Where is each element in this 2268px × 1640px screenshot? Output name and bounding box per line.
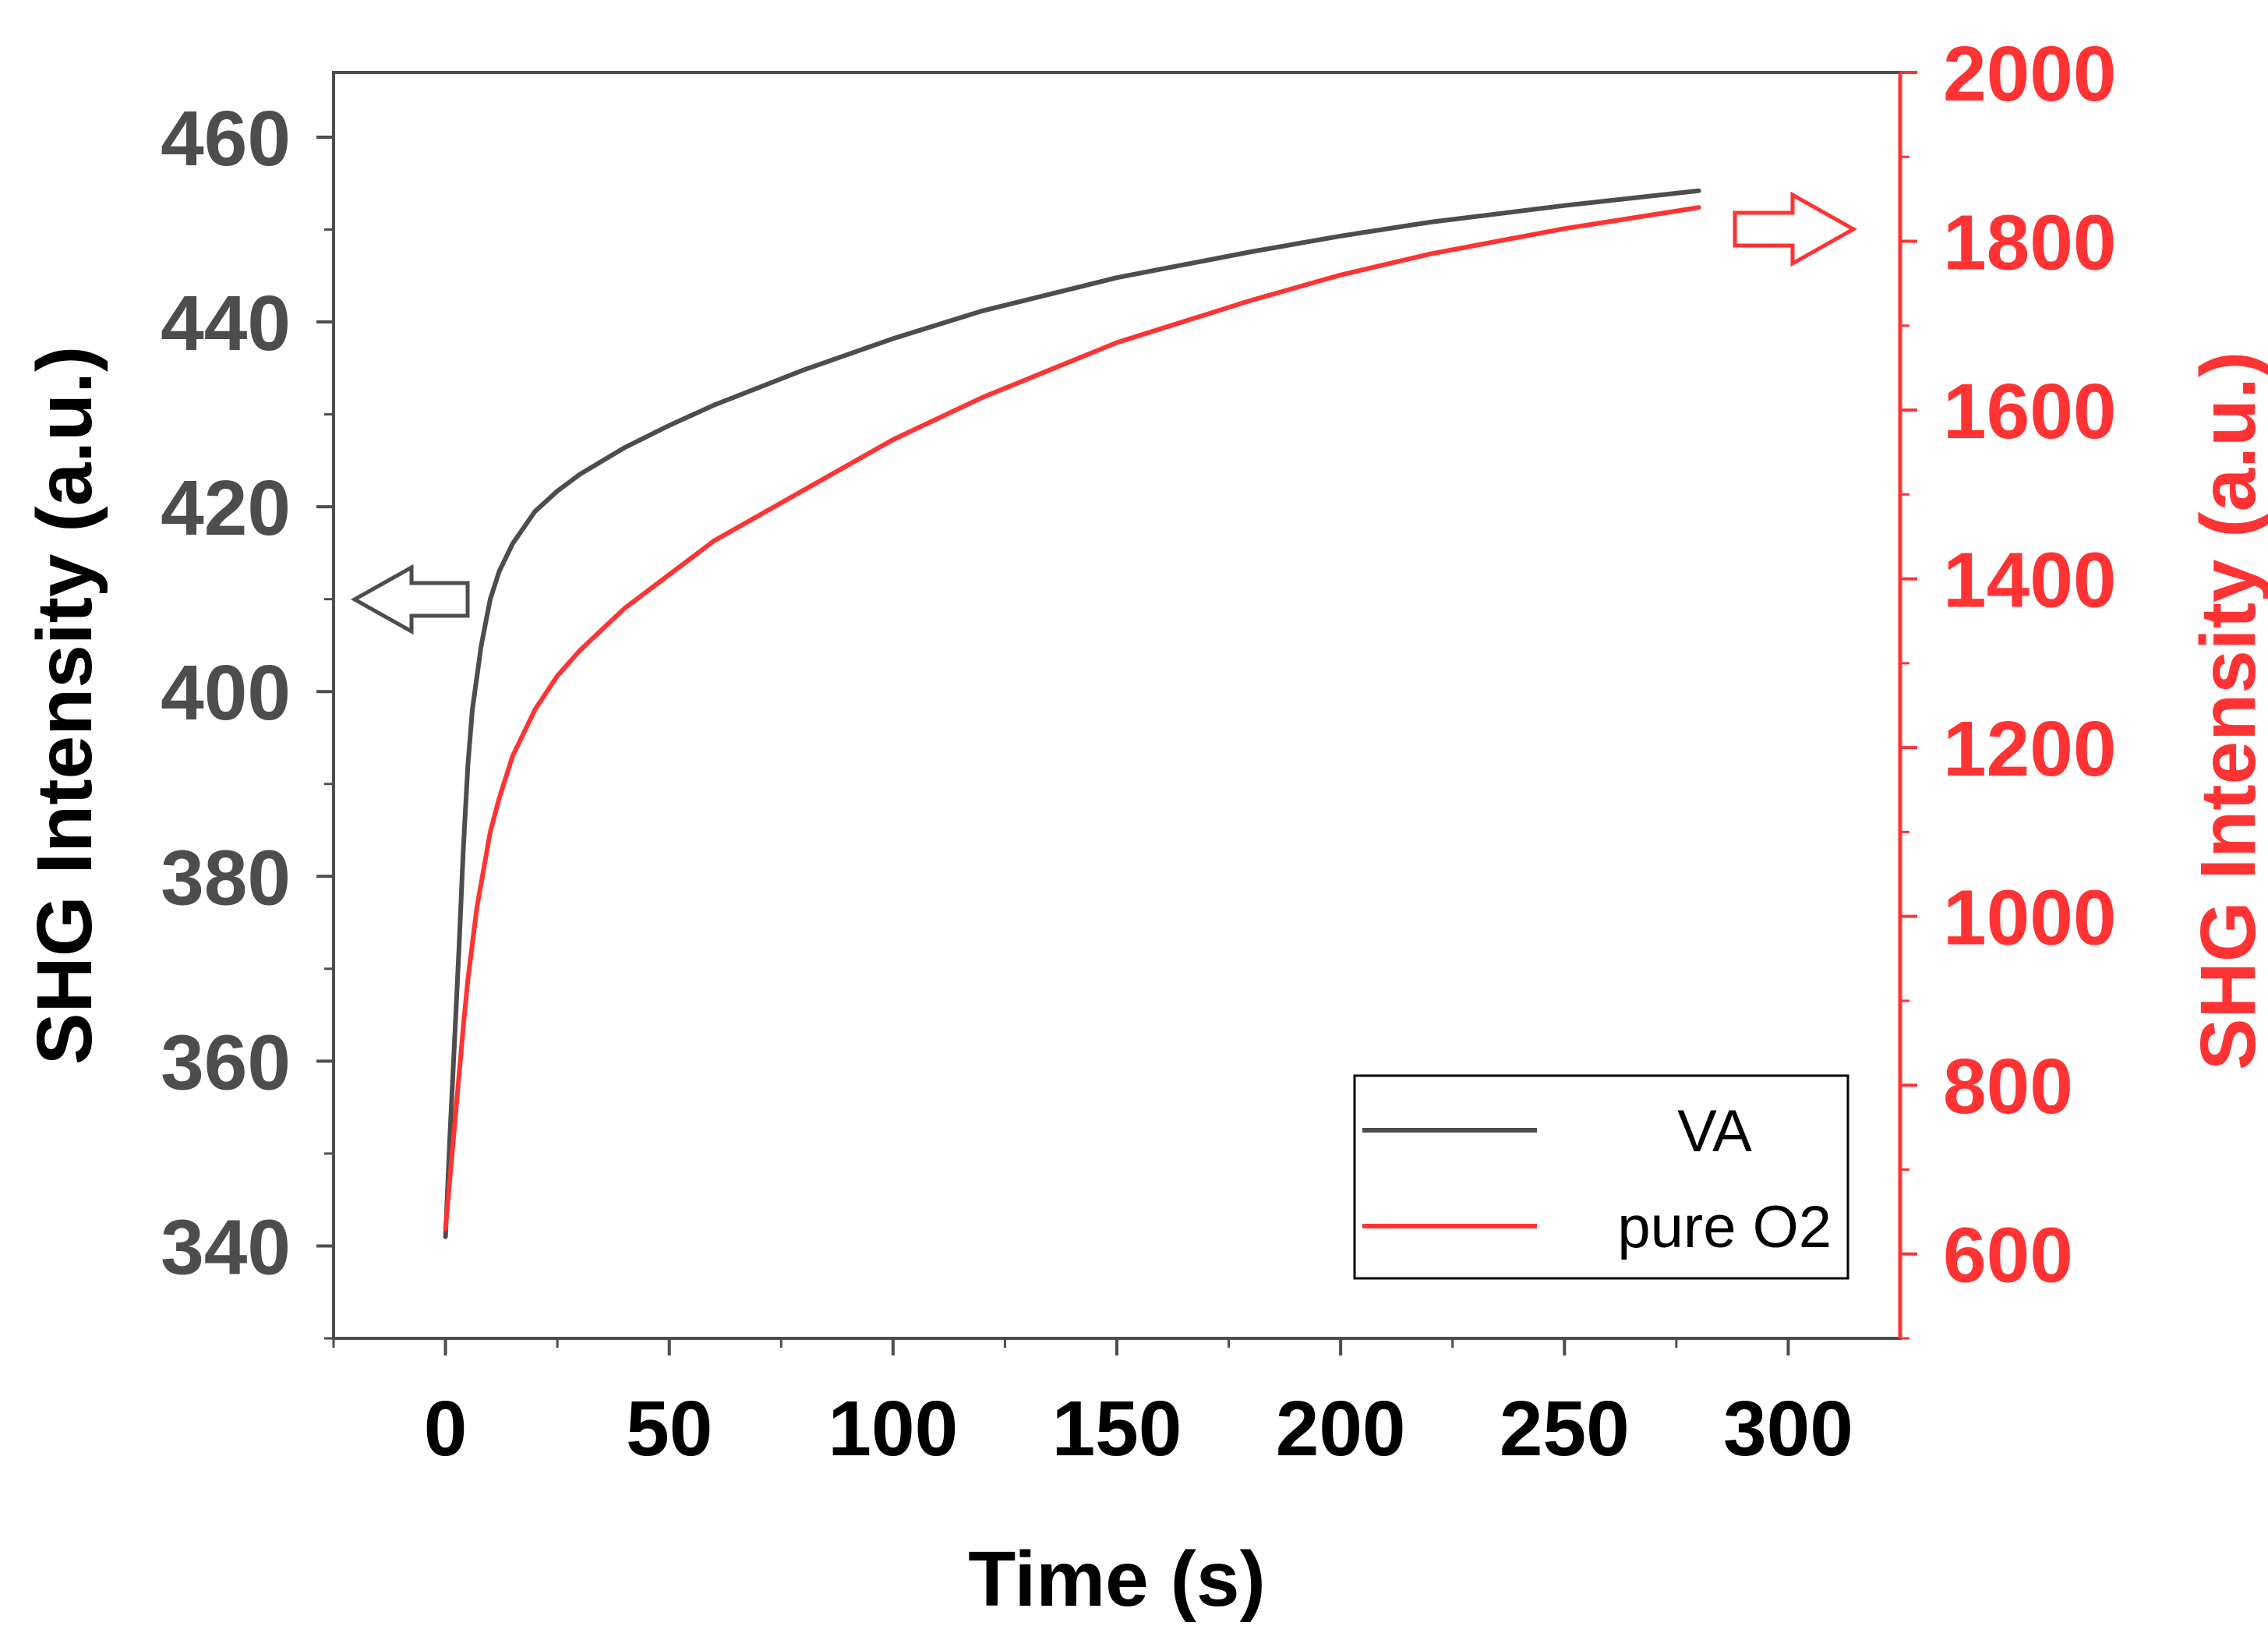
series-layer <box>443 188 1701 1239</box>
right-axis-arrow-icon <box>1733 191 1858 267</box>
right-y-axis-title: SHG Intensity (a.u.) <box>2185 352 2268 1070</box>
x-tick-label: 150 <box>1052 1385 1182 1472</box>
x-axis-title: Time (s) <box>968 1536 1266 1623</box>
x-tick-label: 50 <box>626 1385 712 1472</box>
left-y-axis-title: SHG Intensity (a.u.) <box>21 346 108 1065</box>
series-line-pure-o2 <box>443 205 1701 1232</box>
right-y-axis-ticks: 600 800 1000 1200 1400 1600 1800 2000 <box>1900 30 2116 1340</box>
x-tick-label: 200 <box>1276 1385 1406 1472</box>
x-tick-label: 0 <box>424 1385 468 1472</box>
left-y-tick-label: 440 <box>161 280 291 367</box>
right-y-tick-label: 600 <box>1943 1212 2073 1299</box>
left-y-axis-ticks: 340 360 380 400 420 440 460 <box>161 95 334 1340</box>
right-y-tick-label: 800 <box>1943 1043 2073 1130</box>
left-axis-arrow-icon <box>350 564 470 635</box>
left-y-tick-label: 420 <box>161 465 291 552</box>
right-y-tick-label: 1200 <box>1943 705 2116 793</box>
x-tick-label: 100 <box>828 1385 958 1472</box>
series-line-va <box>443 188 1701 1239</box>
left-y-tick-label: 380 <box>161 834 291 921</box>
x-tick-label: 250 <box>1500 1385 1630 1472</box>
right-y-tick-label: 1800 <box>1943 200 2116 287</box>
right-y-tick-label: 1400 <box>1943 537 2116 624</box>
left-y-tick-label: 360 <box>161 1019 291 1106</box>
x-axis-ticks: 0 50 100 150 200 250 300 <box>332 1338 1853 1472</box>
right-y-tick-label: 1000 <box>1943 875 2116 962</box>
legend-label-pure-o2: pure O2 <box>1617 1194 1832 1260</box>
left-y-tick-label: 400 <box>161 649 291 737</box>
right-y-tick-label: 1600 <box>1943 368 2116 455</box>
left-y-tick-label: 340 <box>161 1203 291 1291</box>
x-tick-label: 300 <box>1723 1385 1853 1472</box>
legend-label-va: VA <box>1677 1098 1752 1165</box>
left-y-tick-label: 460 <box>161 95 291 182</box>
right-y-tick-label: 2000 <box>1943 30 2116 118</box>
legend-box <box>1353 1074 1849 1280</box>
